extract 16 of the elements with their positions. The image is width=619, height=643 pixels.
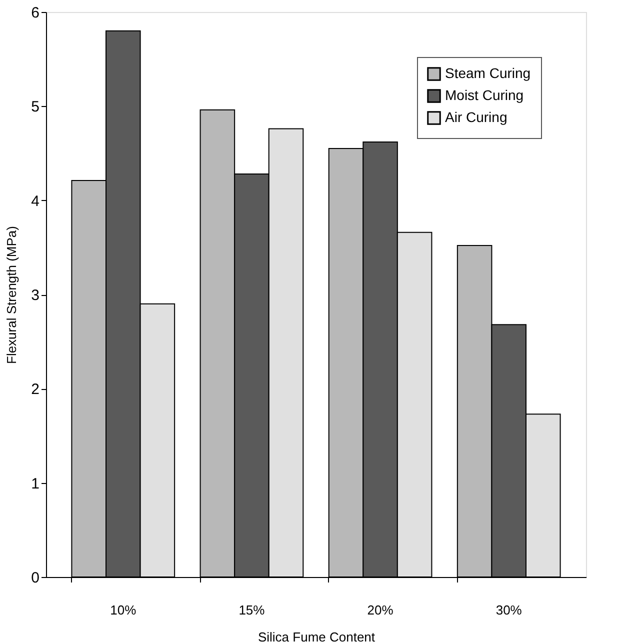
legend-label: Moist Curing: [445, 87, 524, 103]
y-tick-label: 6: [31, 4, 40, 22]
legend-label: Steam Curing: [445, 65, 531, 81]
y-tick-label: 0: [31, 570, 40, 586]
x-tick-label: 20%: [367, 602, 394, 618]
x-tick-label: 15%: [238, 602, 266, 618]
legend-label: Air Curing: [445, 109, 508, 125]
y-axis-title: Flexural Strength (MPa): [4, 226, 20, 364]
x-tick-label: 10%: [110, 602, 137, 618]
y-tick-label: 1: [31, 475, 40, 492]
x-tick-label: 30%: [496, 602, 522, 618]
y-tick-label: 4: [31, 192, 40, 210]
x-axis-title: Silica Fume Content: [258, 630, 376, 643]
y-tick-label: 5: [31, 98, 40, 116]
y-tick-label: 2: [31, 381, 40, 398]
y-tick-label: 3: [31, 287, 40, 304]
